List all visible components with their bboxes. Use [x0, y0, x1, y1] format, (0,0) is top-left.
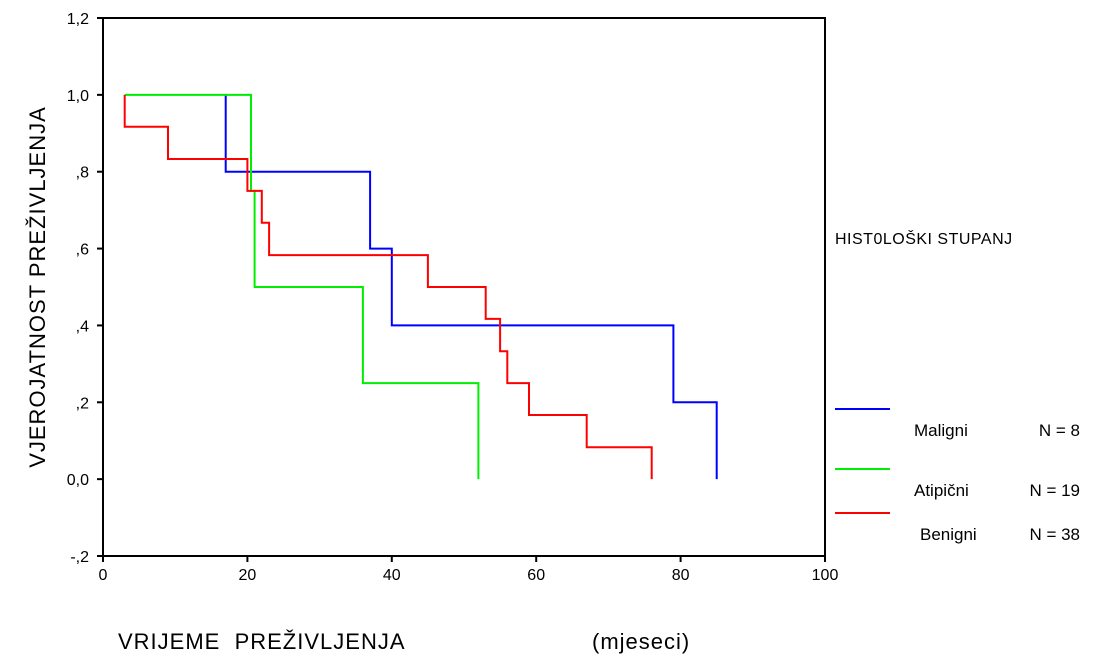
y-tick-label: -,2 [70, 549, 89, 566]
y-axis-ticks: -,2 0,0 ,2 ,4 ,6 ,8 1,0 1,2 [67, 11, 103, 566]
y-tick-label: ,2 [76, 395, 89, 412]
legend-series-name: Maligni [914, 421, 968, 440]
x-tick-label: 0 [99, 567, 108, 584]
x-tick-label: 40 [383, 567, 401, 584]
y-tick-label: 1,0 [67, 88, 89, 105]
legend: Maligni N = 8 Atipični N = 19 Benigni N = 38 [835, 408, 1080, 544]
y-tick-label: ,6 [76, 242, 89, 259]
legend-series-name: Atipični [914, 481, 969, 500]
legend-series-count: N = 19 [1029, 481, 1080, 500]
x-tick-label: 20 [239, 567, 257, 584]
x-axis-title: VRIJEME PREŽIVLJENJA [118, 629, 406, 654]
plot-frame [102, 17, 826, 557]
x-tick-label: 80 [672, 567, 690, 584]
y-tick-label: ,4 [76, 318, 89, 335]
legend-title: HIST0LOŠKI STUPANJ [835, 229, 1013, 248]
legend-series-count: N = 38 [1029, 525, 1080, 544]
y-tick-label: 0,0 [67, 472, 89, 489]
series-line-atipini [124, 93, 480, 480]
legend-series-count: N = 8 [1039, 421, 1080, 440]
x-tick-label: 100 [812, 567, 839, 584]
x-axis-ticks: 0 20 40 60 80 100 [99, 556, 839, 584]
y-tick-label: 1,2 [67, 11, 89, 28]
x-axis-unit: (mjeseci) [592, 629, 690, 654]
series-line-maligni [224, 94, 718, 480]
y-tick-label: ,8 [76, 165, 89, 182]
series-line-benigni [123, 94, 653, 480]
y-axis-title: VJEROJATNOST PREŽIVLJENJA [25, 106, 50, 468]
legend-series-name: Benigni [920, 525, 977, 544]
series-lines [123, 93, 718, 480]
x-tick-label: 60 [527, 567, 545, 584]
